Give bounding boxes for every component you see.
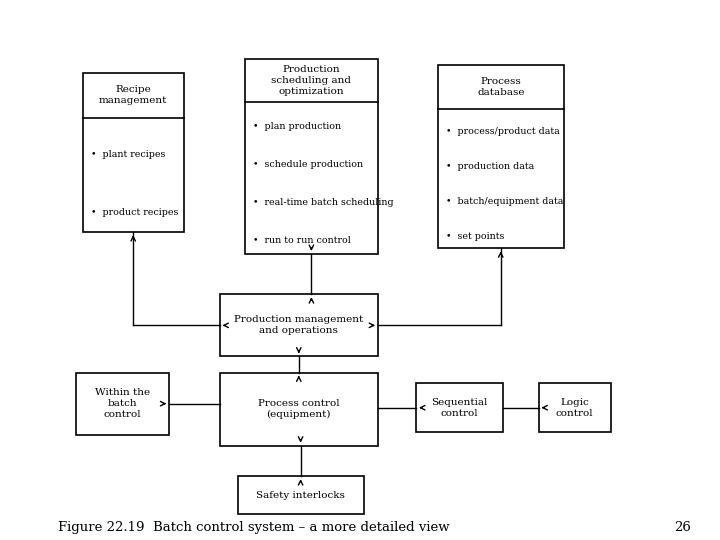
- Text: 26: 26: [675, 521, 691, 534]
- Text: •  run to run control: • run to run control: [253, 236, 351, 245]
- Text: Process control
(equipment): Process control (equipment): [258, 399, 340, 419]
- Text: Safety interlocks: Safety interlocks: [256, 491, 345, 500]
- Text: •  production data: • production data: [446, 162, 535, 171]
- Bar: [539, 383, 611, 432]
- Text: Production management
and operations: Production management and operations: [234, 315, 364, 335]
- Bar: [245, 59, 378, 254]
- Text: •  schedule production: • schedule production: [253, 160, 364, 169]
- Bar: [220, 294, 378, 356]
- Bar: [76, 373, 169, 435]
- Bar: [416, 383, 503, 432]
- Text: Process
database: Process database: [477, 77, 524, 97]
- Text: •  set points: • set points: [446, 232, 505, 241]
- Bar: [438, 65, 564, 248]
- Text: •  process/product data: • process/product data: [446, 127, 560, 136]
- Text: Production
scheduling and
optimization: Production scheduling and optimization: [271, 65, 351, 96]
- Text: Within the
batch
control: Within the batch control: [95, 388, 150, 419]
- Bar: [220, 373, 378, 446]
- Bar: [83, 73, 184, 232]
- Text: Sequential
control: Sequential control: [431, 397, 487, 418]
- Bar: [238, 476, 364, 514]
- Text: Recipe
management: Recipe management: [99, 85, 167, 105]
- Text: Figure 22.19  Batch control system – a more detailed view: Figure 22.19 Batch control system – a mo…: [58, 521, 449, 534]
- Text: •  plan production: • plan production: [253, 122, 341, 131]
- Text: Logic
control: Logic control: [556, 397, 593, 418]
- Text: •  real-time batch scheduling: • real-time batch scheduling: [253, 198, 394, 207]
- Text: •  product recipes: • product recipes: [91, 207, 179, 217]
- Text: •  plant recipes: • plant recipes: [91, 150, 166, 159]
- Text: •  batch/equipment data: • batch/equipment data: [446, 197, 564, 206]
